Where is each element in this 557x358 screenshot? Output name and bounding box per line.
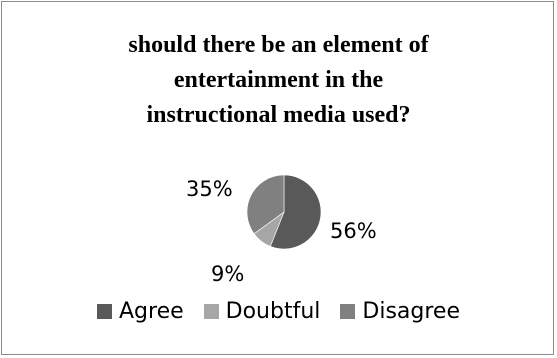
chart-legend: Agree Doubtful Disagree <box>0 299 557 324</box>
legend-label-doubtful: Doubtful <box>225 299 321 324</box>
data-label-agree: 56% <box>330 219 377 243</box>
legend-swatch-doubtful <box>203 304 219 319</box>
legend-item-disagree: Disagree <box>340 299 460 324</box>
legend-swatch-agree <box>97 304 112 319</box>
chart-title-line-3: instructional media used? <box>146 102 411 128</box>
chart-title-line-2: entertainment in the <box>173 67 384 93</box>
chart-title: should there be an element of entertainm… <box>0 28 557 133</box>
legend-label-agree: Agree <box>119 299 184 324</box>
data-label-doubtful: 9% <box>211 262 244 286</box>
pie-slice-disagree <box>246 174 285 235</box>
chart-title-line-1: should there be an element of <box>128 32 429 58</box>
legend-item-agree: Agree <box>97 299 184 324</box>
legend-label-disagree: Disagree <box>362 299 460 324</box>
pie-slices <box>246 174 322 250</box>
legend-swatch-disagree <box>340 304 356 319</box>
pie-slice-agree <box>269 174 322 250</box>
data-label-disagree: 35% <box>186 177 233 201</box>
legend-item-doubtful: Doubtful <box>203 299 321 324</box>
